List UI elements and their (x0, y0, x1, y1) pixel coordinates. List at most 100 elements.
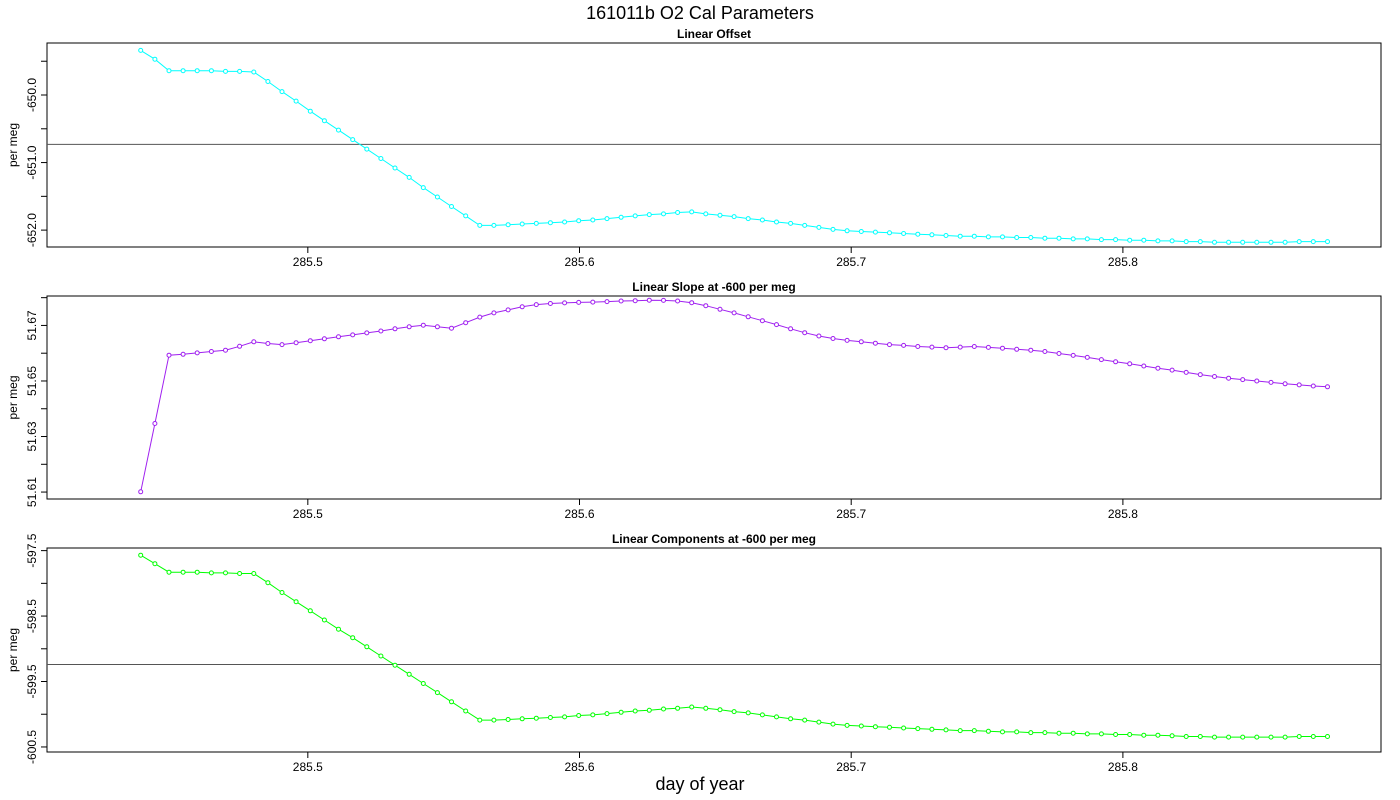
data-point (689, 209, 695, 215)
data-point (872, 229, 878, 235)
data-point (887, 724, 892, 730)
data-point (915, 726, 921, 732)
plot-frame (46, 295, 1382, 500)
data-point (449, 204, 454, 209)
data-point (547, 301, 553, 306)
data-point (307, 108, 313, 114)
series-line (140, 49, 1328, 243)
data-point (491, 222, 497, 228)
data-point (957, 344, 963, 350)
data-point (1282, 239, 1288, 245)
data-point (759, 712, 765, 718)
data-point (223, 570, 228, 576)
data-point (1240, 734, 1246, 740)
data-point (533, 220, 539, 226)
data-point (661, 706, 666, 712)
data-point (1310, 239, 1316, 245)
data-point (1226, 734, 1232, 740)
data-point (336, 626, 341, 632)
data-point (1282, 734, 1288, 740)
data-point (251, 69, 257, 75)
data-point (279, 342, 285, 348)
data-point (237, 68, 243, 74)
data-point (1028, 235, 1034, 240)
data-point (618, 709, 624, 715)
data-point (1056, 235, 1062, 241)
data-point (1028, 730, 1034, 736)
data-point (1310, 383, 1316, 389)
data-point (985, 234, 991, 240)
data-point (378, 328, 384, 334)
y-tick-label: -598.5 (25, 599, 39, 633)
data-point (1240, 239, 1246, 245)
data-point (759, 217, 765, 223)
data-point (1183, 239, 1189, 245)
data-point (1000, 234, 1005, 240)
data-point (774, 322, 779, 328)
y-tick-label: -597.5 (25, 533, 39, 567)
x-tick-label: 285.8 (1108, 760, 1138, 774)
data-point (420, 185, 426, 191)
y-tick-label: -600.5 (25, 730, 39, 764)
data-point (661, 211, 666, 217)
data-point (152, 421, 158, 426)
data-point (223, 68, 228, 74)
x-axis-label: day of year (655, 774, 745, 794)
data-point (661, 297, 666, 303)
data-point (208, 68, 214, 74)
data-point (1296, 239, 1302, 245)
panel-title: Linear Components at -600 per meg (612, 532, 816, 546)
data-point (858, 723, 864, 729)
x-tick-label: 285.8 (1108, 507, 1138, 521)
data-point (1183, 734, 1189, 739)
data-point (802, 222, 808, 228)
data-point (152, 561, 158, 567)
data-point (1254, 734, 1260, 740)
data-point (336, 127, 341, 133)
data-point (1155, 732, 1161, 738)
data-point (1141, 732, 1147, 738)
data-point (717, 212, 723, 218)
data-point (901, 725, 907, 731)
data-point (604, 216, 610, 222)
data-point (1282, 381, 1288, 387)
data-point (971, 728, 977, 734)
data-point (321, 118, 327, 124)
data-point (1169, 733, 1175, 739)
data-point (632, 298, 638, 304)
data-point (604, 299, 610, 305)
data-point (745, 314, 751, 320)
data-point (1028, 347, 1034, 353)
y-tick-label: -650.0 (25, 78, 39, 112)
data-point (1084, 236, 1090, 242)
data-point (364, 146, 370, 152)
data-point (915, 344, 921, 349)
data-point (434, 690, 440, 696)
data-point (717, 707, 723, 713)
data-point (434, 194, 440, 200)
data-point (802, 330, 808, 336)
data-point (929, 726, 935, 732)
data-point (985, 728, 991, 734)
series-line (140, 299, 1328, 492)
data-point (915, 231, 921, 237)
data-point (1197, 372, 1203, 378)
data-point (293, 340, 299, 346)
data-point (646, 297, 652, 303)
data-point (1296, 382, 1302, 388)
data-point (1212, 734, 1217, 740)
data-point (350, 137, 356, 143)
y-tick-label: 51.67 (25, 310, 39, 340)
data-point (1084, 731, 1090, 737)
data-point (166, 68, 172, 74)
data-point (1254, 239, 1260, 245)
data-point (547, 715, 553, 720)
data-point (166, 352, 172, 358)
data-point (1226, 239, 1232, 245)
data-point (901, 342, 907, 348)
data-point (505, 717, 511, 722)
data-point (237, 571, 243, 576)
data-point (717, 306, 723, 312)
data-point (1070, 236, 1076, 242)
